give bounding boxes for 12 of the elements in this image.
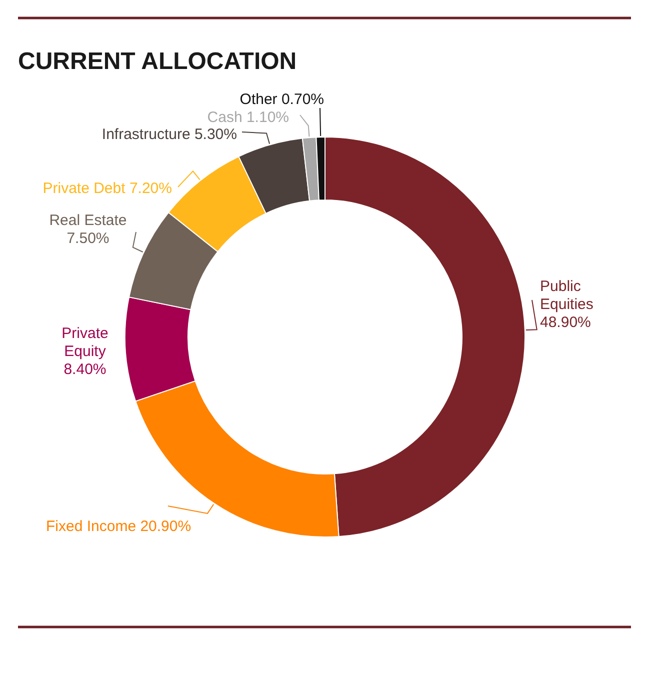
slice-label: Public Equities [540, 278, 594, 313]
chart-title: CURRENT ALLOCATION [18, 48, 297, 75]
slice-label: Other 0.70% [240, 91, 324, 108]
slice-label: Real Estate [49, 212, 127, 229]
data-label: 8.40% [64, 361, 106, 378]
slice-label: Private Debt 7.20% [42, 180, 172, 197]
data-label: 48.90% [540, 314, 591, 331]
slice-label: Private Equity [62, 325, 108, 360]
slice-label: Infrastructure 5.30% [102, 126, 237, 143]
slice-label: Cash 1.10% [207, 109, 289, 126]
slice-label: Fixed Income 20.90% [46, 518, 192, 535]
data-label: 7.50% [66, 230, 110, 247]
